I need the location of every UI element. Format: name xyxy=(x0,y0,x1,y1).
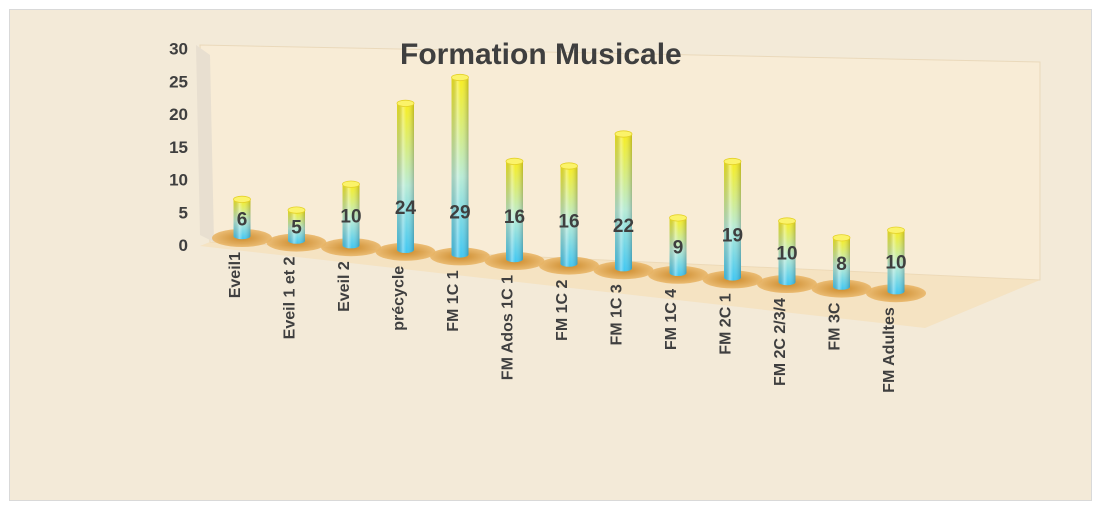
bar-shade xyxy=(342,184,360,249)
bar xyxy=(430,73,490,266)
x-tick-label: FM 2C 1 xyxy=(718,293,735,354)
bar xyxy=(212,195,272,247)
bar xyxy=(539,162,599,275)
x-tick-label: FM Adultes xyxy=(881,307,898,393)
x-tick-label: FM Ados 1C 1 xyxy=(500,275,517,380)
bar-shade xyxy=(669,217,687,276)
bar-cap xyxy=(778,217,796,225)
bar-cap xyxy=(451,73,469,82)
bar-cap xyxy=(287,206,306,214)
data-label: 24 xyxy=(395,198,417,219)
y-tick-label: 30 xyxy=(169,40,188,59)
data-label: 5 xyxy=(291,217,302,238)
x-tick-label: Eveil 1 et 2 xyxy=(282,256,299,339)
bar-shade xyxy=(778,221,796,286)
data-label: 29 xyxy=(449,202,470,223)
x-tick-label: Eveil 2 xyxy=(336,261,353,312)
chart-canvas: 0 5 10 15 20 25 30 6 Eveil1 5 Eveil 1 et 2 10 Eveil… xyxy=(169,40,1041,393)
chart-frame: 0 5 10 15 20 25 30 6 Eveil1 5 Eveil 1 et 2 10 Eveil… xyxy=(9,9,1092,501)
bar-cap xyxy=(887,226,905,234)
data-label: 6 xyxy=(237,210,248,231)
y-tick-label: 5 xyxy=(179,203,188,222)
bar xyxy=(593,130,654,280)
data-label: 16 xyxy=(558,212,579,233)
data-label: 22 xyxy=(613,216,634,237)
bar-cap xyxy=(396,99,415,108)
bar-shade xyxy=(451,77,469,258)
bar-cap xyxy=(233,195,251,203)
x-tick-label: FM 3C xyxy=(827,302,844,350)
bar xyxy=(321,180,381,257)
bar xyxy=(757,217,817,293)
bar-shade xyxy=(615,134,632,272)
x-tick-label: FM 1C 3 xyxy=(609,284,626,345)
bar-cap xyxy=(505,157,524,165)
x-tick-label: Eveil1 xyxy=(227,252,244,298)
bar-cap xyxy=(723,157,742,166)
bar-cap xyxy=(614,130,633,138)
y-tick-label: 0 xyxy=(179,236,188,255)
data-label: 16 xyxy=(504,207,525,228)
x-tick-label: FM 1C 4 xyxy=(663,289,680,350)
x-tick-label: FM 2C 2/3/4 xyxy=(772,298,789,386)
bar-cap xyxy=(832,234,851,242)
bar-shade xyxy=(288,210,305,244)
y-tick-label: 20 xyxy=(169,105,188,124)
bar xyxy=(702,157,763,289)
data-label: 9 xyxy=(673,237,684,258)
bar-cap xyxy=(669,214,687,222)
bar xyxy=(811,234,872,298)
bar xyxy=(484,157,545,270)
x-tick-label: FM 1C 1 xyxy=(445,270,462,331)
y-tick-label: 10 xyxy=(169,171,188,190)
data-label: 10 xyxy=(885,253,906,274)
bar xyxy=(266,206,327,252)
floor-plane xyxy=(200,242,1040,328)
bar-shade xyxy=(724,161,741,281)
bar-shade xyxy=(233,199,251,240)
y-tick-label: 25 xyxy=(169,72,188,91)
chart-title: Formation Musicale xyxy=(400,38,682,71)
data-label: 8 xyxy=(836,254,847,275)
data-label: 10 xyxy=(340,207,361,228)
data-label: 10 xyxy=(776,244,797,265)
bar-shade xyxy=(560,166,578,267)
bar xyxy=(866,226,926,303)
x-tick-label: précycle xyxy=(391,266,408,331)
bar-shade xyxy=(833,237,850,290)
bar xyxy=(375,99,436,261)
bar xyxy=(648,214,708,284)
bar-cap xyxy=(342,180,360,188)
bar-shade xyxy=(397,103,414,254)
bar-cap xyxy=(560,162,578,170)
y-tick-label: 15 xyxy=(169,138,188,157)
bar-shade xyxy=(506,161,523,263)
side-wall xyxy=(196,45,214,242)
x-tick-label: FM 1C 2 xyxy=(554,279,571,340)
bar-shade xyxy=(887,230,905,295)
data-label: 19 xyxy=(722,225,743,246)
